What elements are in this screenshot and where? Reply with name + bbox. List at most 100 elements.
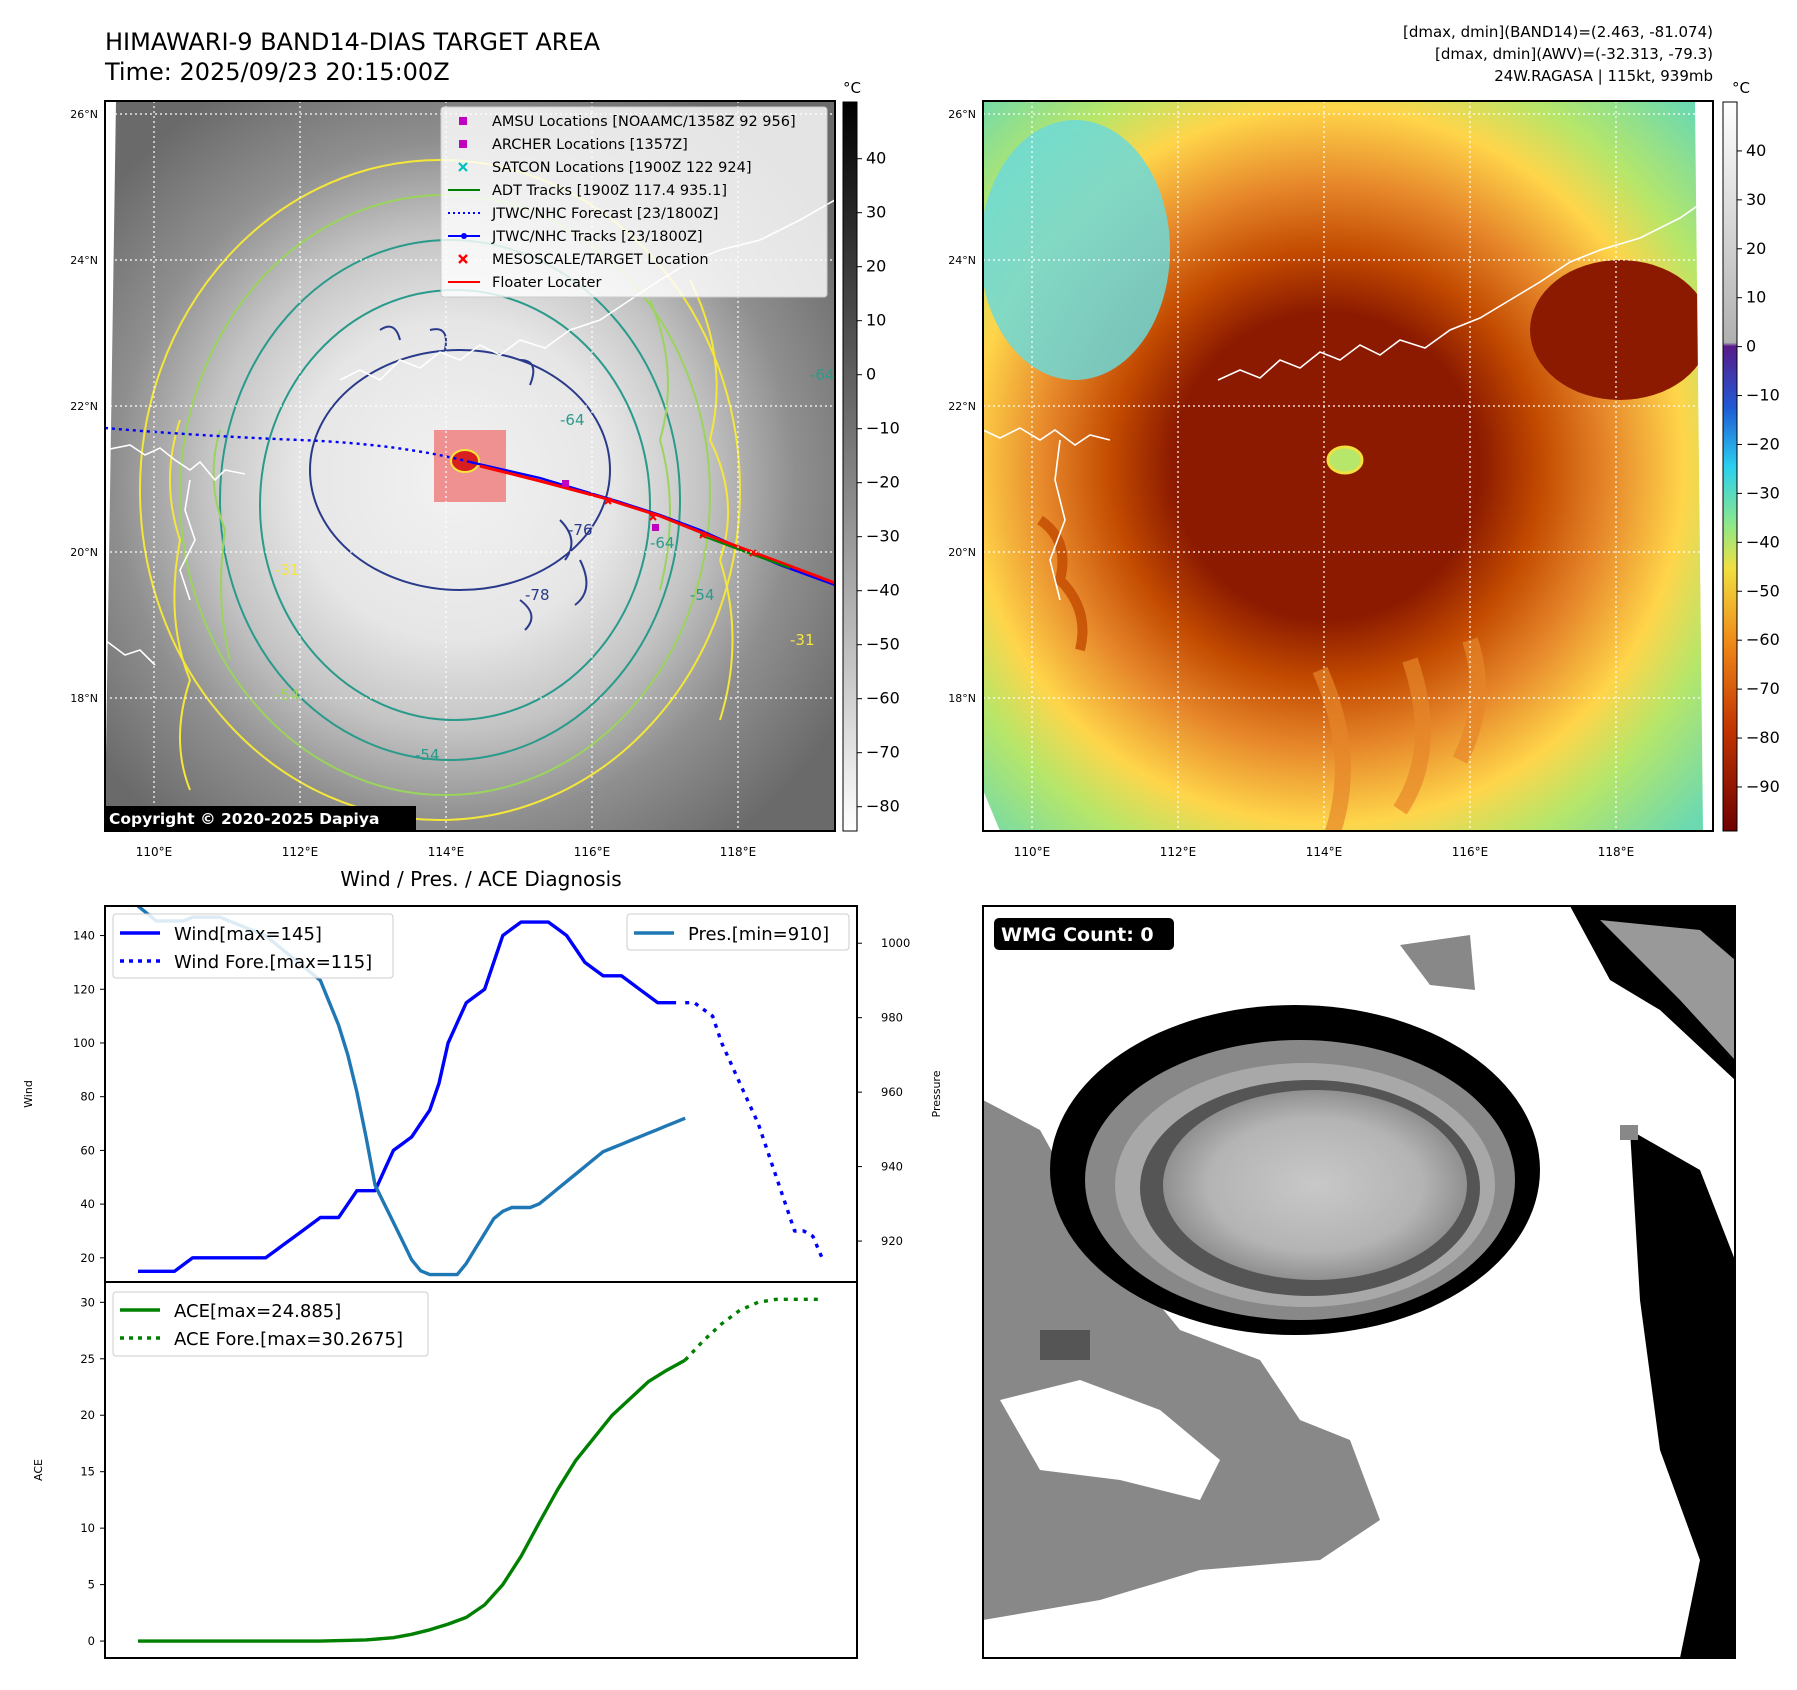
legend-label-jtwc-tracks: JTWC/NHC Tracks [23/1800Z] xyxy=(491,229,703,245)
lat-label: 24°N xyxy=(948,254,976,267)
colorbar-tick-label: −60 xyxy=(866,689,900,708)
legend-label-amsu: AMSU Locations [NOAAMC/1358Z 92 956] xyxy=(492,114,796,130)
y-tick-label: 15 xyxy=(80,1465,95,1479)
lon-label: 114°E xyxy=(1306,845,1343,859)
y-tick-label: 25 xyxy=(80,1352,95,1366)
colorbar-tick-label: −10 xyxy=(1746,386,1780,405)
lon-label: 118°E xyxy=(1598,845,1635,859)
y-tick-label: 20 xyxy=(80,1251,95,1265)
y2-tick-label: 960 xyxy=(881,1085,903,1099)
colorbar-tick-label: −60 xyxy=(1746,630,1780,649)
colorbar-tick-label: 10 xyxy=(1746,288,1766,307)
lat-label: 20°N xyxy=(948,546,976,559)
ace-chart: 0 5 10 15 20 25 30 ACE ACE[max=24.885] ACE For… xyxy=(32,1281,858,1659)
legend-label-pressure: Pres.[min=910] xyxy=(688,924,829,945)
y-tick-label: 120 xyxy=(73,982,95,996)
y-tick-label: 40 xyxy=(80,1197,95,1211)
colorbar-tick-label: −10 xyxy=(866,419,900,438)
info-storm: 24W.RAGASA | 115kt, 939mb xyxy=(1494,67,1713,85)
colorbar-tick-label: −80 xyxy=(866,797,900,816)
lon-label: 112°E xyxy=(1160,845,1197,859)
colorbar-tick-label: −30 xyxy=(866,527,900,546)
legend-marker xyxy=(458,162,468,172)
colorbar-unit: °C xyxy=(1732,79,1750,97)
lon-label: 110°E xyxy=(1014,845,1051,859)
legend-label-adt: ADT Tracks [1900Z 117.4 935.1] xyxy=(492,183,727,199)
colorbar-color: °C 40 30 20 10 0 −10 −20 −30 −40 −50 −60 −70 −80 −90 xyxy=(1722,79,1780,832)
colorbar-tick-label: 20 xyxy=(1746,239,1766,258)
lat-label: 22°N xyxy=(70,400,98,413)
legend-label-wind: Wind[max=145] xyxy=(174,924,322,945)
y-tick-label: 5 xyxy=(88,1578,95,1592)
diagnosis-title: Wind / Pres. / ACE Diagnosis xyxy=(340,867,621,891)
colorbar-tick-label: −90 xyxy=(1746,777,1780,796)
colorbar-tick-label: 30 xyxy=(866,203,886,222)
pressure-legend: Pres.[min=910] xyxy=(626,913,850,951)
y-tick-label: 140 xyxy=(73,929,95,943)
figure-title: HIMAWARI-9 BAND14-DIAS TARGET AREA xyxy=(105,28,601,56)
y-tick-label: 30 xyxy=(80,1295,95,1309)
lat-label: 26°N xyxy=(948,108,976,121)
colorbar-tick-label: −70 xyxy=(866,743,900,762)
contour-label: -76 xyxy=(568,521,593,539)
legend-label-wind-forecast: Wind Fore.[max=115] xyxy=(174,952,372,973)
y2-tick-label: 920 xyxy=(881,1234,903,1248)
legend-marker xyxy=(459,117,467,125)
info-band14: [dmax, dmin](BAND14)=(2.463, -81.074) xyxy=(1403,23,1713,41)
legend-marker xyxy=(458,254,468,264)
ir-color-map xyxy=(982,100,1714,832)
wind-axis-label: Wind xyxy=(22,1080,35,1108)
wmg-count-text: WMG Count: 0 xyxy=(1001,924,1154,946)
map2-lon-labels: 110°E 112°E 114°E 116°E 118°E xyxy=(1014,845,1635,859)
wind-series-line xyxy=(138,920,677,1274)
colorbar-tick-label: 0 xyxy=(1746,337,1756,356)
lat-label: 20°N xyxy=(70,546,98,559)
lat-label: 18°N xyxy=(70,692,98,705)
wmg-badge xyxy=(994,918,1174,950)
map1-lat-labels: 26°N 24°N 22°N 20°N 18°N xyxy=(70,108,98,705)
legend-marker xyxy=(459,140,467,148)
legend-label-satcon: SATCON Locations [1900Z 122 924] xyxy=(492,160,751,176)
legend-label-floater: Floater Locater xyxy=(492,275,601,291)
map-legend: AMSU Locations [NOAAMC/1358Z 92 956] ARC… xyxy=(440,106,828,298)
legend-label-mesoscale: MESOSCALE/TARGET Location xyxy=(492,252,709,268)
y2-tick-label: 980 xyxy=(881,1011,903,1025)
colorbar-tick-label: −40 xyxy=(866,581,900,600)
colorbar-tick-label: −30 xyxy=(1746,483,1780,502)
y2-tick-label: 940 xyxy=(881,1160,903,1174)
lon-label: 118°E xyxy=(720,845,757,859)
colorbar-tick-label: −20 xyxy=(1746,434,1780,453)
lat-label: 24°N xyxy=(70,254,98,267)
ace-axis-label: ACE xyxy=(32,1459,45,1481)
lon-label: 116°E xyxy=(574,845,611,859)
colorbar-tick-label: 30 xyxy=(1746,190,1766,209)
legend-label-ace-forecast: ACE Fore.[max=30.2675] xyxy=(174,1329,403,1350)
contour-label: -64 xyxy=(560,411,585,429)
lon-label: 110°E xyxy=(136,845,173,859)
wind-legend: Wind[max=145] Wind Fore.[max=115] xyxy=(112,913,394,979)
y-tick-label: 20 xyxy=(80,1408,95,1422)
contour-label: -31 xyxy=(790,631,815,649)
copyright-box xyxy=(104,806,416,831)
ir-gray-map: -64 -76 -64 -54 -78 -54 -31 -31 -54 -64 xyxy=(104,100,836,832)
colorbar-tick-label: −40 xyxy=(1746,532,1780,551)
wind-pressure-chart: 20 40 60 80 100 120 140 920 940 960 980 1000 Wind P… xyxy=(22,905,943,1283)
lon-label: 116°E xyxy=(1452,845,1489,859)
y2-tick-label: 1000 xyxy=(881,936,910,950)
ace-legend: ACE[max=24.885] ACE Fore.[max=30.2675] xyxy=(112,1291,429,1357)
colorbar-unit: °C xyxy=(843,79,861,97)
legend-label-ace: ACE[max=24.885] xyxy=(174,1301,341,1322)
contour-label: -54 xyxy=(690,586,715,604)
wmg-panel: WMG Count: 0 xyxy=(982,905,1736,1659)
lon-label: 112°E xyxy=(282,845,319,859)
lat-label: 18°N xyxy=(948,692,976,705)
contour-label: -54 xyxy=(275,686,300,704)
contour-label: -54 xyxy=(415,746,440,764)
colorbar-tick-label: −80 xyxy=(1746,728,1780,747)
copyright-text: Copyright © 2020-2025 Dapiya xyxy=(109,810,379,828)
colorbar-tick-label: −50 xyxy=(1746,581,1780,600)
pressure-axis-label: Pressure xyxy=(930,1070,943,1117)
ace-series-line xyxy=(138,1358,687,1643)
lat-label: 22°N xyxy=(948,400,976,413)
